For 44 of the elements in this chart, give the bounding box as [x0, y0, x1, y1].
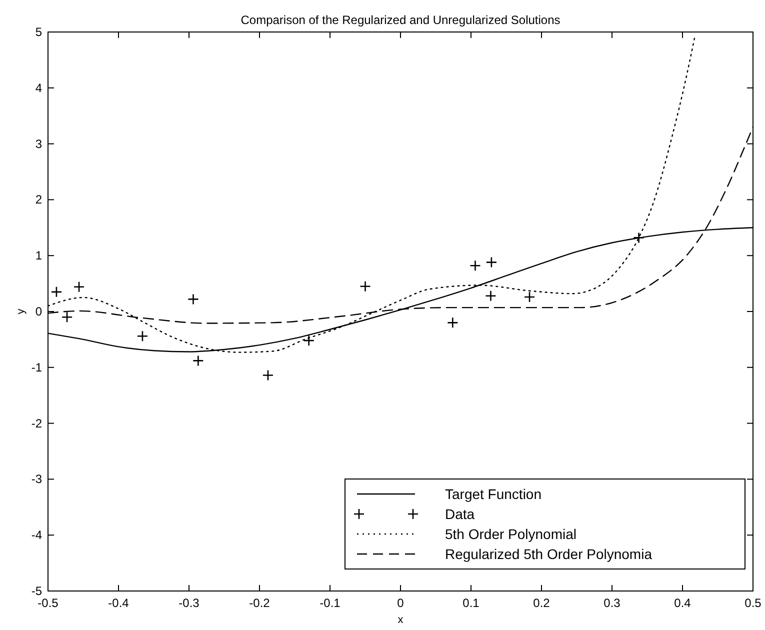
y-tick-label: -1	[31, 360, 42, 374]
y-tick-label: 5	[35, 25, 42, 39]
point	[50, 286, 62, 298]
point	[360, 280, 371, 292]
y-tick-label: 1	[35, 248, 42, 263]
x-tick-label: -0.4	[108, 596, 130, 610]
x-tick-label: -0.1	[320, 596, 341, 610]
legend-label: Regularized 5th Order Polynomia	[445, 546, 652, 562]
chart-title: Comparison of the Regularized and Unregularized Solutions	[240, 13, 560, 27]
legend-label: Data	[445, 506, 475, 522]
point	[61, 311, 73, 323]
x-tick-label: 0	[397, 596, 404, 610]
point	[447, 317, 458, 328]
point	[262, 370, 274, 381]
y-tick-label: -5	[31, 584, 42, 598]
point	[136, 330, 148, 342]
point	[303, 334, 314, 346]
x-tick-label: 0.2	[533, 596, 550, 610]
x-tick-label: -0.5	[38, 596, 59, 610]
x-axis-title: x	[398, 614, 404, 626]
x-tick-label: 0.5	[744, 596, 762, 610]
y-tick-label: -4	[31, 528, 42, 542]
point	[188, 294, 199, 305]
legend-label: 5th Order Polynomial	[445, 526, 577, 542]
point	[633, 232, 644, 244]
x-tick-label: 0.1	[462, 596, 480, 610]
point	[73, 281, 85, 293]
x-tick-label: 0.3	[604, 596, 621, 610]
point	[470, 260, 481, 272]
y-tick-label: 0	[35, 304, 42, 318]
x-tick-label: 0.4	[674, 596, 692, 610]
y-tick-label: 2	[35, 192, 42, 207]
y-tick-label: 3	[35, 136, 42, 151]
y-axis-title: y	[15, 308, 27, 314]
x-tick-label: -0.2	[249, 596, 270, 610]
y-tick-label: -3	[31, 472, 42, 486]
x-tick-label: -0.3	[178, 596, 200, 610]
point	[524, 291, 536, 303]
point	[192, 355, 204, 366]
point	[485, 290, 496, 302]
point	[486, 256, 498, 268]
y-tick-label: -2	[31, 416, 42, 430]
y-tick-label: 4	[35, 80, 42, 95]
legend-label: Target Function	[445, 486, 542, 502]
